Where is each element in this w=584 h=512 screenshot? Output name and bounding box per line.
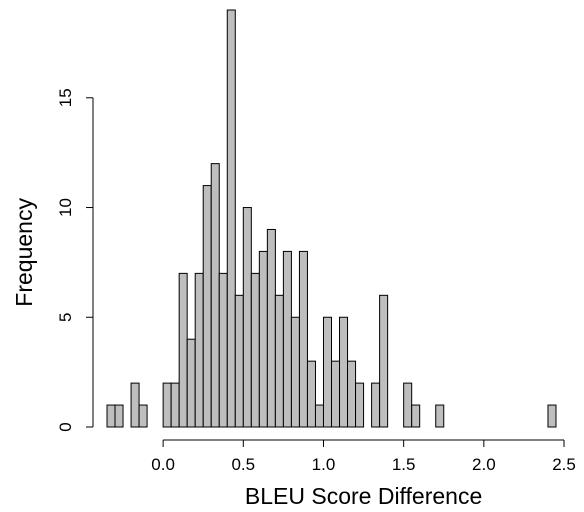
histogram-bar <box>274 294 284 428</box>
histogram-bar <box>162 382 172 428</box>
histogram-bar <box>290 316 300 428</box>
histogram-bar <box>258 250 268 428</box>
x-tick-label: 1.0 <box>312 455 336 474</box>
x-tick-label: 1.5 <box>392 455 416 474</box>
y-axis: 0 5 10 15 <box>56 88 94 432</box>
x-tick-label: 0.5 <box>231 455 255 474</box>
histogram-bar <box>547 404 557 428</box>
histogram-bar <box>130 382 140 428</box>
y-tick-label: 0 <box>56 422 75 431</box>
histogram-bar <box>403 382 413 428</box>
y-tick-label: 5 <box>56 313 75 322</box>
histogram-bar <box>138 404 148 428</box>
histogram-bar <box>178 272 188 428</box>
histogram-bar <box>250 272 260 428</box>
histogram-bar <box>298 250 308 428</box>
histogram-bar <box>322 316 333 428</box>
histogram-bar <box>355 382 365 428</box>
histogram-bar <box>306 360 316 428</box>
histogram-bar <box>186 338 196 428</box>
histogram-bar <box>106 404 116 428</box>
histogram-bar <box>242 207 252 428</box>
histogram-bar <box>331 360 341 428</box>
x-tick-label: 0.0 <box>151 455 175 474</box>
y-tick-label: 15 <box>56 88 75 107</box>
histogram-bar <box>282 250 292 428</box>
histogram-bar <box>266 228 276 428</box>
histogram-bar <box>218 272 228 428</box>
histogram-bar <box>371 382 381 428</box>
histogram-bar <box>339 316 349 428</box>
histogram-bar <box>379 294 389 428</box>
histogram-bar <box>210 163 220 428</box>
histogram-bar <box>114 404 124 428</box>
histogram-bar <box>347 360 357 428</box>
y-tick-label: 10 <box>56 198 75 217</box>
histogram-bars <box>106 9 557 428</box>
histogram-bar <box>194 272 204 428</box>
x-axis: 0.0 0.5 1.0 1.5 2.0 2.5 <box>151 439 576 474</box>
x-tick-label: 2.5 <box>552 455 576 474</box>
x-tick-label: 2.0 <box>472 455 496 474</box>
histogram-bar <box>202 185 212 428</box>
histogram-bar <box>234 294 244 428</box>
y-axis-title: Frequency <box>11 198 37 307</box>
histogram-bar <box>226 9 236 428</box>
histogram-bar <box>435 404 445 428</box>
x-axis-title: BLEU Score Difference <box>245 483 482 509</box>
histogram-bar <box>314 404 324 428</box>
histogram-bar <box>170 382 180 428</box>
histogram-bar <box>411 404 421 428</box>
